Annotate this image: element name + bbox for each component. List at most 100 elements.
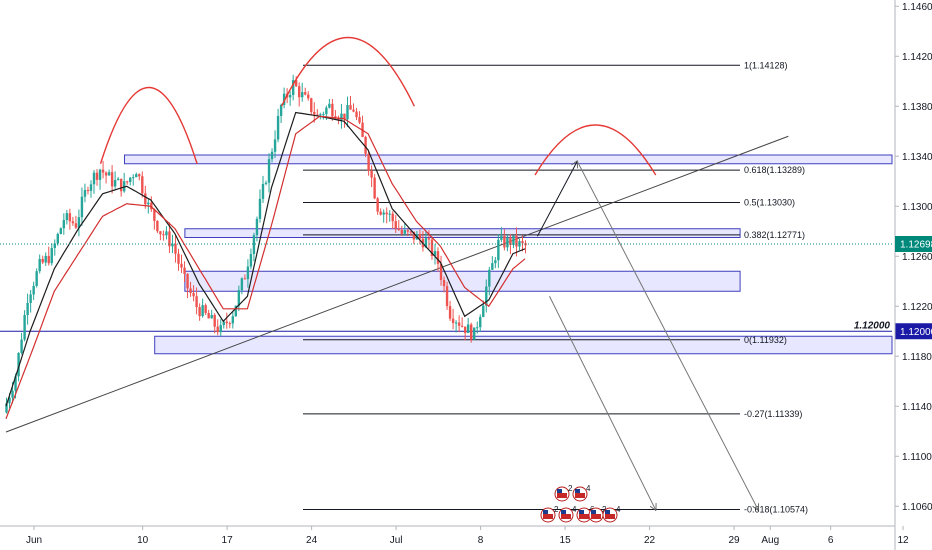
- y-tick-label: 1.11800: [902, 352, 932, 363]
- candle-body: [126, 181, 129, 183]
- candle-body: [409, 231, 413, 233]
- candle-body: [162, 234, 165, 236]
- y-tick-label: 1.10600: [902, 502, 932, 513]
- support-resistance-zone[interactable]: [184, 228, 741, 238]
- candle-body: [282, 93, 286, 105]
- x-tick-label: 24: [306, 535, 318, 546]
- candle-body: [412, 231, 416, 240]
- candle-body: [240, 278, 244, 291]
- y-tick-label: 1.13800: [902, 102, 932, 113]
- candle-body: [355, 111, 358, 118]
- candle-body: [213, 314, 216, 327]
- fib-level-label: 0.5(1.13030): [744, 198, 795, 208]
- economic-event-marker[interactable]: 2: [554, 484, 573, 502]
- highlight-zones[interactable]: [124, 154, 893, 355]
- head-shoulder-arch[interactable]: [534, 124, 657, 176]
- support-resistance-zone[interactable]: [184, 270, 741, 292]
- candle-body: [442, 279, 446, 287]
- candle-body: [177, 253, 180, 264]
- candle-body: [346, 105, 349, 120]
- candle-body: [358, 117, 361, 123]
- event-count: 2: [602, 505, 607, 514]
- candle-body: [210, 314, 213, 319]
- economic-event-marker[interactable]: 4: [558, 505, 577, 523]
- candle-body: [62, 220, 66, 229]
- candle-body: [216, 326, 219, 333]
- candle-body: [98, 169, 102, 180]
- candle-body: [301, 92, 304, 98]
- candle-body: [304, 92, 307, 95]
- candle-body: [400, 229, 403, 234]
- candle-body: [436, 251, 440, 264]
- candle-body: [101, 169, 105, 173]
- candle-body: [116, 178, 120, 181]
- fib-level-label: 0(1.11932): [744, 335, 787, 345]
- candle-body: [186, 273, 189, 289]
- trendline[interactable]: [5, 135, 789, 433]
- candle-body: [74, 223, 78, 228]
- candle-body: [340, 113, 343, 120]
- candle-body: [222, 321, 225, 326]
- candle-body: [150, 202, 153, 210]
- candle-body: [506, 237, 509, 248]
- economic-event-marker[interactable]: 4: [572, 484, 591, 502]
- candle-body: [201, 305, 204, 317]
- fast-moving-average: [5, 111, 526, 407]
- head-shoulder-arch[interactable]: [280, 36, 415, 107]
- candle-body: [294, 80, 298, 87]
- candle-body: [394, 221, 397, 229]
- candle-body: [110, 172, 114, 187]
- candle-body: [47, 255, 50, 264]
- candle-body: [491, 263, 494, 270]
- projection-arrows[interactable]: [536, 161, 758, 510]
- candle-body: [231, 316, 235, 324]
- candle-body: [503, 236, 506, 248]
- candle-body: [457, 322, 461, 326]
- economic-event-marker[interactable]: 4: [602, 505, 621, 523]
- fib-level-label: 0.382(1.12771): [744, 230, 805, 240]
- last-price-label: 1.12698: [900, 240, 932, 251]
- x-tick-label: 29: [728, 535, 740, 546]
- candle-body: [86, 190, 90, 192]
- candle-body: [135, 174, 138, 178]
- projection-arrow[interactable]: [549, 296, 655, 510]
- candle-body: [192, 292, 195, 297]
- event-markers[interactable]: 2424624: [540, 484, 621, 523]
- support-resistance-zone[interactable]: [124, 154, 893, 165]
- candle-body: [448, 306, 452, 319]
- x-tick-label: 15: [560, 535, 572, 546]
- ascending-trendline[interactable]: [5, 135, 789, 433]
- fib-level-label: -0.27(1.11339): [744, 409, 802, 419]
- horizontal-level[interactable]: 1.12000 1.12000: [0, 320, 932, 340]
- candle-body: [219, 325, 222, 333]
- fib-level-label: 0.618(1.13289): [744, 165, 805, 175]
- pattern-arches[interactable]: [99, 36, 657, 176]
- candle-body: [246, 266, 250, 280]
- candle-body: [267, 159, 271, 183]
- candle-body: [249, 253, 253, 267]
- y-tick-label: 1.12600: [902, 252, 932, 263]
- fibonacci-levels[interactable]: 1(1.14128) 0.618(1.13289) 0.5(1.13030) 0.38…: [303, 60, 808, 515]
- candle-body: [391, 213, 394, 222]
- candle-body: [352, 109, 355, 112]
- candle-body: [89, 184, 93, 191]
- x-axis[interactable]: Jun 10 17 24 Jul 8 15 22 29 Aug 6 12: [0, 525, 909, 546]
- projection-arrow[interactable]: [576, 161, 758, 510]
- candle-body: [466, 324, 470, 333]
- candle-body: [174, 243, 177, 254]
- candle-body: [273, 139, 277, 152]
- head-shoulder-arch[interactable]: [99, 86, 198, 164]
- candle-body: [32, 285, 35, 295]
- projection-arrow[interactable]: [536, 161, 577, 237]
- candle-body: [77, 217, 81, 228]
- y-tick-label: 1.14600: [902, 2, 932, 13]
- x-tick-label: Jul: [390, 535, 403, 546]
- candle-body: [451, 318, 455, 324]
- candle-body: [418, 234, 422, 239]
- support-resistance-zone[interactable]: [154, 335, 893, 355]
- economic-event-marker[interactable]: 2: [540, 505, 559, 523]
- candle-body: [445, 286, 449, 307]
- candle-body: [144, 193, 147, 205]
